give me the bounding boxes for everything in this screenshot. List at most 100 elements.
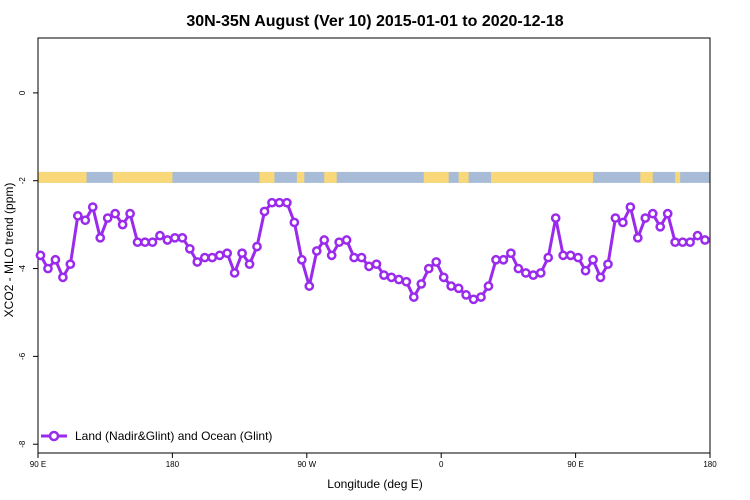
data-point <box>117 219 128 230</box>
legend-entry-label: Land (Nadir&Glint) and Ocean (Glint) <box>75 429 272 443</box>
data-point <box>692 230 703 241</box>
plot-frame <box>37 37 711 454</box>
data-point <box>95 232 106 243</box>
land-band <box>296 171 305 183</box>
data-point <box>662 208 673 219</box>
data-point <box>364 261 374 272</box>
data-point <box>147 237 158 248</box>
data-point <box>394 274 404 285</box>
data-point <box>274 197 285 208</box>
data-point <box>603 259 613 270</box>
chart-title: 30N-35N August (Ver 10) 2015-01-01 to 20… <box>186 13 563 30</box>
x-tick-label: 180 <box>703 460 717 469</box>
x-tick-label: 180 <box>166 460 180 469</box>
data-point <box>483 281 494 291</box>
data-point <box>618 217 628 228</box>
data-point <box>371 259 382 270</box>
y-tick-label: -2 <box>18 177 27 185</box>
data-point <box>229 268 240 278</box>
series-layer <box>35 197 710 305</box>
data-point <box>595 272 606 283</box>
data-point <box>289 217 300 228</box>
data-point <box>304 281 315 291</box>
data-point <box>453 283 464 294</box>
data-point <box>296 254 307 265</box>
data-point <box>528 270 539 280</box>
data-point <box>565 250 576 261</box>
x-tick-label: 90 E <box>567 460 583 469</box>
data-point <box>259 206 270 217</box>
x-tick-label: 0 <box>439 460 444 469</box>
data-point <box>476 292 486 302</box>
data-point <box>588 254 598 265</box>
x-tick-label: 90 W <box>297 460 316 469</box>
land-band <box>675 171 681 183</box>
data-point <box>356 252 367 263</box>
land-band <box>490 171 594 183</box>
data-point <box>35 250 46 261</box>
data-point <box>267 197 277 208</box>
data-point <box>647 208 658 219</box>
data-point <box>386 272 397 283</box>
data-point <box>423 263 434 274</box>
data-point <box>491 254 501 265</box>
data-point <box>506 248 516 259</box>
data-point <box>677 237 688 248</box>
data-point <box>80 215 91 226</box>
data-point <box>319 235 330 245</box>
data-point <box>311 246 322 256</box>
data-point <box>655 221 666 232</box>
data-point <box>162 235 173 245</box>
y-axis: 0 -2 -4 -6 -8 <box>18 90 38 448</box>
data-point <box>177 232 188 243</box>
data-point <box>125 208 135 219</box>
data-point <box>408 292 419 302</box>
data-point <box>558 250 569 261</box>
data-point <box>416 279 427 289</box>
data-point <box>334 237 345 248</box>
data-point <box>573 252 583 263</box>
data-point <box>184 243 195 254</box>
data-point <box>58 272 68 283</box>
y-tick-label: -4 <box>18 264 27 272</box>
series-line <box>39 201 706 301</box>
data-point <box>670 237 681 248</box>
land-band <box>324 171 337 183</box>
y-tick-label: -8 <box>18 440 27 448</box>
data-point <box>237 248 247 259</box>
data-point <box>72 211 83 221</box>
x-axis-label: Longitude (deg E) <box>327 477 422 491</box>
data-point <box>222 248 233 259</box>
data-point <box>580 265 591 276</box>
data-point <box>349 252 359 263</box>
data-point <box>625 202 636 212</box>
data-point <box>438 272 449 283</box>
data-point <box>520 268 531 278</box>
legend-marker-swatch <box>48 430 60 442</box>
y-tick-label: 0 <box>18 90 27 95</box>
land-band <box>423 171 449 183</box>
data-point <box>535 268 546 278</box>
y-tick-label: -6 <box>18 352 27 360</box>
land-band <box>259 171 275 183</box>
x-axis: 90 E 180 90 W 0 90 E 180 <box>30 453 717 469</box>
data-point <box>282 197 292 208</box>
data-point <box>252 241 262 252</box>
data-point <box>379 270 389 280</box>
data-point <box>446 281 457 291</box>
land-band <box>38 171 87 183</box>
data-point <box>155 230 165 241</box>
land-band <box>640 171 653 183</box>
data-point <box>700 235 710 245</box>
data-point <box>87 202 98 212</box>
y-axis-label: XCO2 - MLO trend (ppm) <box>2 183 16 318</box>
data-point <box>543 252 554 263</box>
data-point <box>640 213 651 223</box>
data-point <box>65 259 76 270</box>
data-point <box>244 259 255 270</box>
data-point <box>207 252 218 263</box>
data-point <box>632 232 643 243</box>
data-point <box>610 213 621 223</box>
data-point <box>341 235 352 245</box>
